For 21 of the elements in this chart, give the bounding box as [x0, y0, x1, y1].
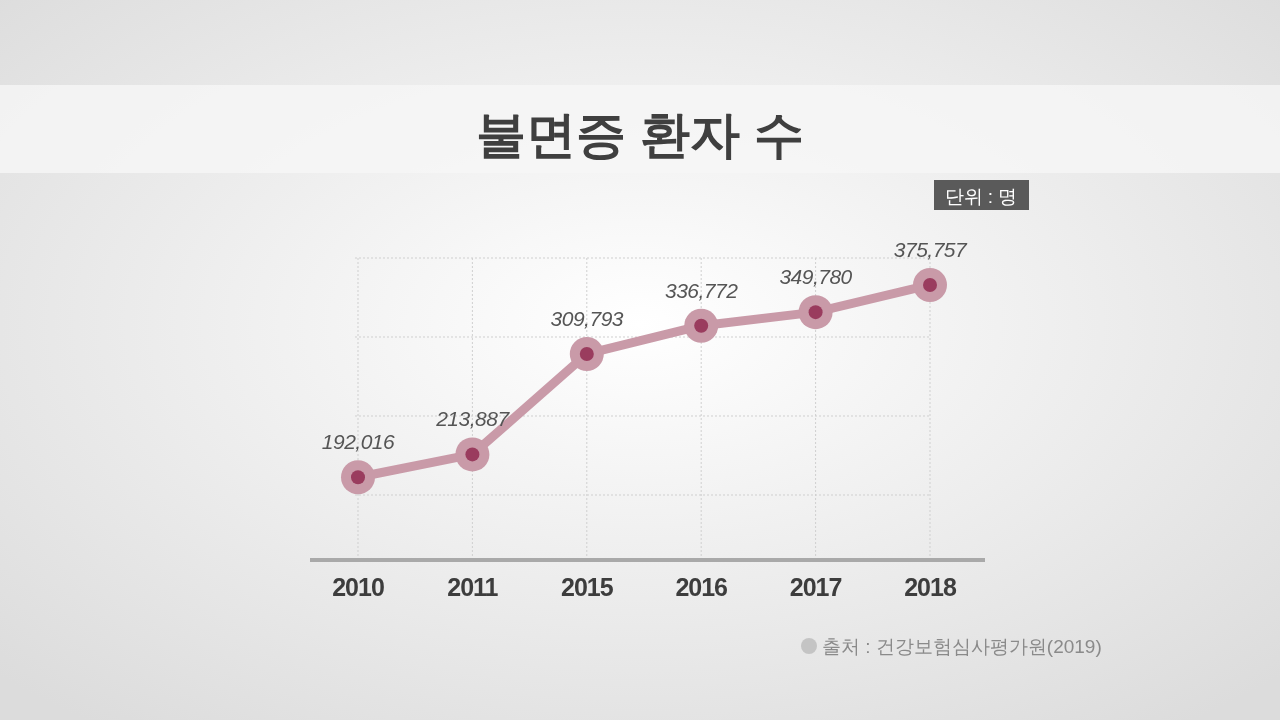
point — [798, 295, 833, 330]
point — [569, 336, 604, 371]
x-tick-label: 2010 — [332, 573, 384, 601]
data-label: 336,772 — [664, 278, 739, 302]
point — [684, 308, 719, 343]
point — [913, 267, 947, 302]
data-label: 309,793 — [550, 306, 624, 330]
text: 단위 : 명 — [944, 186, 1018, 207]
x-tick-label: 2018 — [904, 573, 957, 601]
x-tick-label: 2017 — [789, 573, 842, 601]
data-label: 375,757 — [893, 237, 969, 261]
data-label: 213,887 — [435, 407, 511, 431]
point — [341, 460, 375, 495]
point — [455, 437, 490, 472]
data-label: 349,780 — [779, 265, 853, 289]
source-note: 출처 : 건강보험심사평가원(2019) — [822, 636, 1102, 657]
x-tick-label: 2016 — [675, 573, 728, 601]
x-tick-label: 2015 — [560, 573, 614, 601]
data-label: 192,016 — [321, 430, 396, 454]
x-tick-label: 2011 — [447, 573, 499, 601]
chart-title: 불면증 환자 수 — [476, 107, 804, 163]
